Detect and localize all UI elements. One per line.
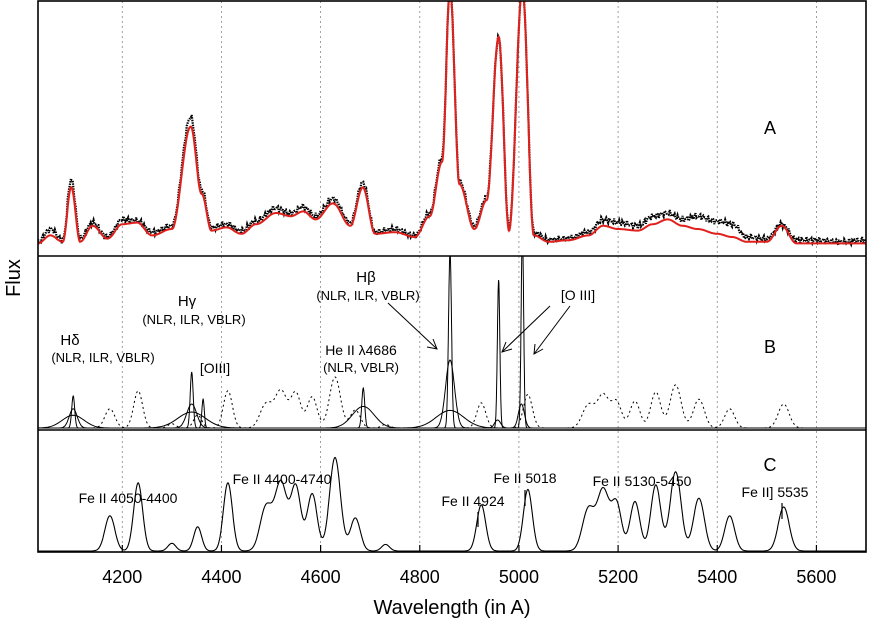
panel-b-component	[492, 279, 505, 429]
panel-b-component	[65, 395, 81, 429]
panel-b-series	[38, 256, 866, 429]
annotation-feii-5130-5450: Fe II 5130-5450	[593, 473, 692, 489]
x-tick-label: 5400	[697, 567, 737, 587]
panel-b-component	[380, 409, 518, 429]
x-axis-ticks: 4200 4400 4600 4800 5000 5200 5400 5600	[102, 545, 836, 587]
arrow-oiii-5007	[533, 305, 571, 355]
panel-c	[38, 456, 866, 552]
annotation-hgamma: Hγ	[178, 293, 197, 310]
annotation-feii-4924: Fe II 4924	[441, 493, 504, 509]
annotation-feii-4400-4740: Fe II 4400-4740	[233, 471, 332, 487]
panel-b-component	[53, 408, 93, 429]
panel-label-a: A	[764, 118, 776, 138]
panel-a	[38, 1, 866, 249]
arrow-oiii-4959-head	[501, 341, 513, 353]
panel-b-component	[38, 414, 126, 429]
arrow-oiii-4959	[501, 305, 551, 353]
annotation-feii-4050-4400: Fe II 4050-4400	[79, 490, 178, 506]
panel-b-feii-dotted	[38, 376, 866, 429]
arrow-hbeta-head	[426, 338, 438, 350]
annotation-heii-sub: (NLR, VBLR)	[323, 360, 399, 375]
x-tick-label: 4600	[301, 567, 341, 587]
annotation-hbeta-sub: (NLR, ILR, VBLR)	[316, 288, 419, 303]
annotation-hgamma-sub: (NLR, ILR, VBLR)	[142, 312, 245, 327]
panel-b-component	[442, 256, 458, 429]
panel-b	[38, 256, 866, 429]
panel-a-observed-series	[38, 1, 866, 249]
annotation-ticks-c	[477, 490, 783, 527]
panel-b-component	[355, 386, 371, 429]
annotation-feii-5018: Fe II 5018	[493, 470, 556, 486]
x-tick-label: 4800	[400, 567, 440, 587]
panel-c-series	[38, 456, 866, 552]
panel-b-component	[427, 359, 473, 429]
panel-a-series	[38, 1, 866, 249]
grid-lines	[121, 1, 817, 552]
annotation-hdelta: Hδ	[60, 332, 79, 349]
panel-b-component	[308, 405, 416, 429]
panel-b-component	[122, 411, 259, 429]
plot-frame	[37, 0, 867, 553]
panel-label-b: B	[764, 337, 776, 357]
annotation-oiii: [O III]	[561, 287, 595, 303]
x-tick-label: 5000	[499, 567, 539, 587]
x-tick-label: 5200	[598, 567, 638, 587]
arrow-oiii-5007-head	[533, 343, 544, 355]
panel-b-component	[184, 371, 200, 429]
x-axis-label: Wavelength (in A)	[373, 597, 530, 619]
panel-label-c: C	[764, 455, 777, 475]
annotation-arrows	[387, 302, 571, 355]
annotation-oiii-4363: [OIII]	[200, 360, 230, 376]
annotation-hbeta: Hβ	[356, 269, 376, 286]
x-tick-label: 4200	[102, 567, 142, 587]
annotation-heii: He II λ4686	[325, 342, 397, 358]
panel-b-component	[516, 256, 529, 429]
arrow-hbeta	[387, 302, 438, 350]
x-tick-label: 5600	[796, 567, 836, 587]
panel-c-feii-series	[38, 456, 866, 552]
panel-a-fit-series	[38, 1, 866, 245]
annotation-hdelta-sub: (NLR, ILR, VBLR)	[51, 350, 154, 365]
x-tick-label: 4400	[201, 567, 241, 587]
annotation-feii-5535: Fe II] 5535	[742, 484, 809, 500]
panel-b-component	[482, 419, 513, 429]
y-axis-label: Flux	[3, 259, 25, 297]
